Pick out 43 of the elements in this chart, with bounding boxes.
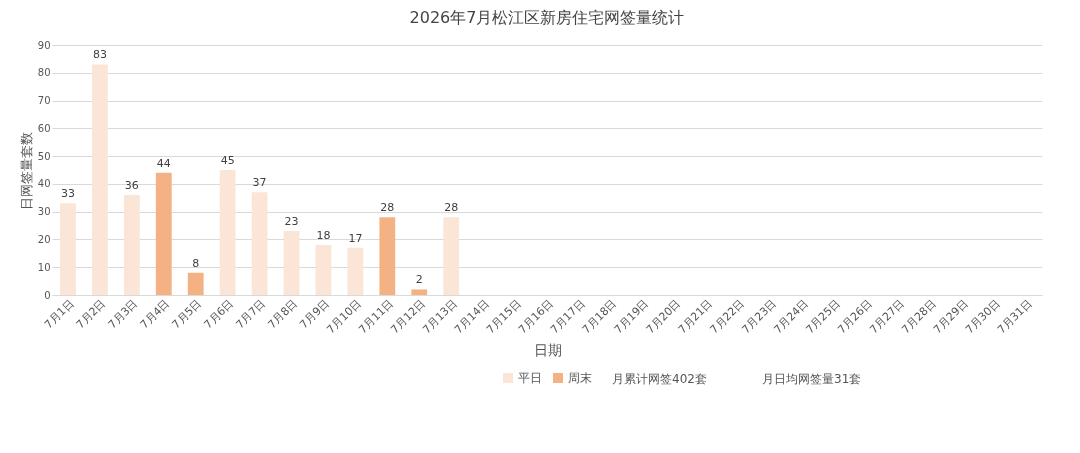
data-label: 44 <box>156 156 171 170</box>
bar <box>411 289 428 295</box>
y-tick-label: 30 <box>37 206 51 218</box>
y-axis-title: 日网签量套数 <box>18 131 34 210</box>
bar <box>251 192 268 295</box>
data-label: 8 <box>192 256 200 270</box>
y-tick-label: 90 <box>37 39 51 51</box>
x-axis-title: 日期 <box>533 341 562 358</box>
y-tick-label: 20 <box>37 233 51 245</box>
bar <box>347 247 364 295</box>
chart-title: 2026年7月松江区新房住宅网签量统计 <box>409 8 685 27</box>
bar <box>443 217 460 295</box>
data-label: 37 <box>252 176 267 190</box>
data-label: 83 <box>92 48 107 62</box>
bar <box>187 272 204 295</box>
data-label: 36 <box>124 179 139 192</box>
data-label: 18 <box>316 229 331 242</box>
data-label: 28 <box>380 201 395 215</box>
y-tick-label: 10 <box>37 261 51 273</box>
bar <box>123 195 140 295</box>
data-label: 23 <box>284 215 299 229</box>
y-tick-label: 80 <box>37 67 51 79</box>
data-label: 17 <box>348 231 363 245</box>
text: 月累计网签402套 <box>612 372 707 386</box>
y-tick-label: 60 <box>37 122 51 134</box>
y-tick-label: 40 <box>37 178 51 190</box>
data-label: 2 <box>415 273 423 287</box>
bar <box>283 231 300 295</box>
bar <box>219 170 236 295</box>
bar <box>315 245 332 295</box>
legend-label: 周末 <box>568 371 592 385</box>
bar <box>155 172 172 295</box>
data-label: 33 <box>60 187 75 201</box>
y-tick-label: 50 <box>37 150 51 162</box>
data-label: 28 <box>444 201 459 215</box>
text: 月日均网签量31套 <box>762 372 862 386</box>
data-label: 45 <box>220 154 235 167</box>
y-tick-label: 0 <box>44 289 51 301</box>
bar <box>379 217 396 295</box>
bar <box>60 203 76 295</box>
y-tick-label: 70 <box>37 95 51 107</box>
bar <box>92 64 108 295</box>
legend-label: 平日 <box>518 371 542 385</box>
